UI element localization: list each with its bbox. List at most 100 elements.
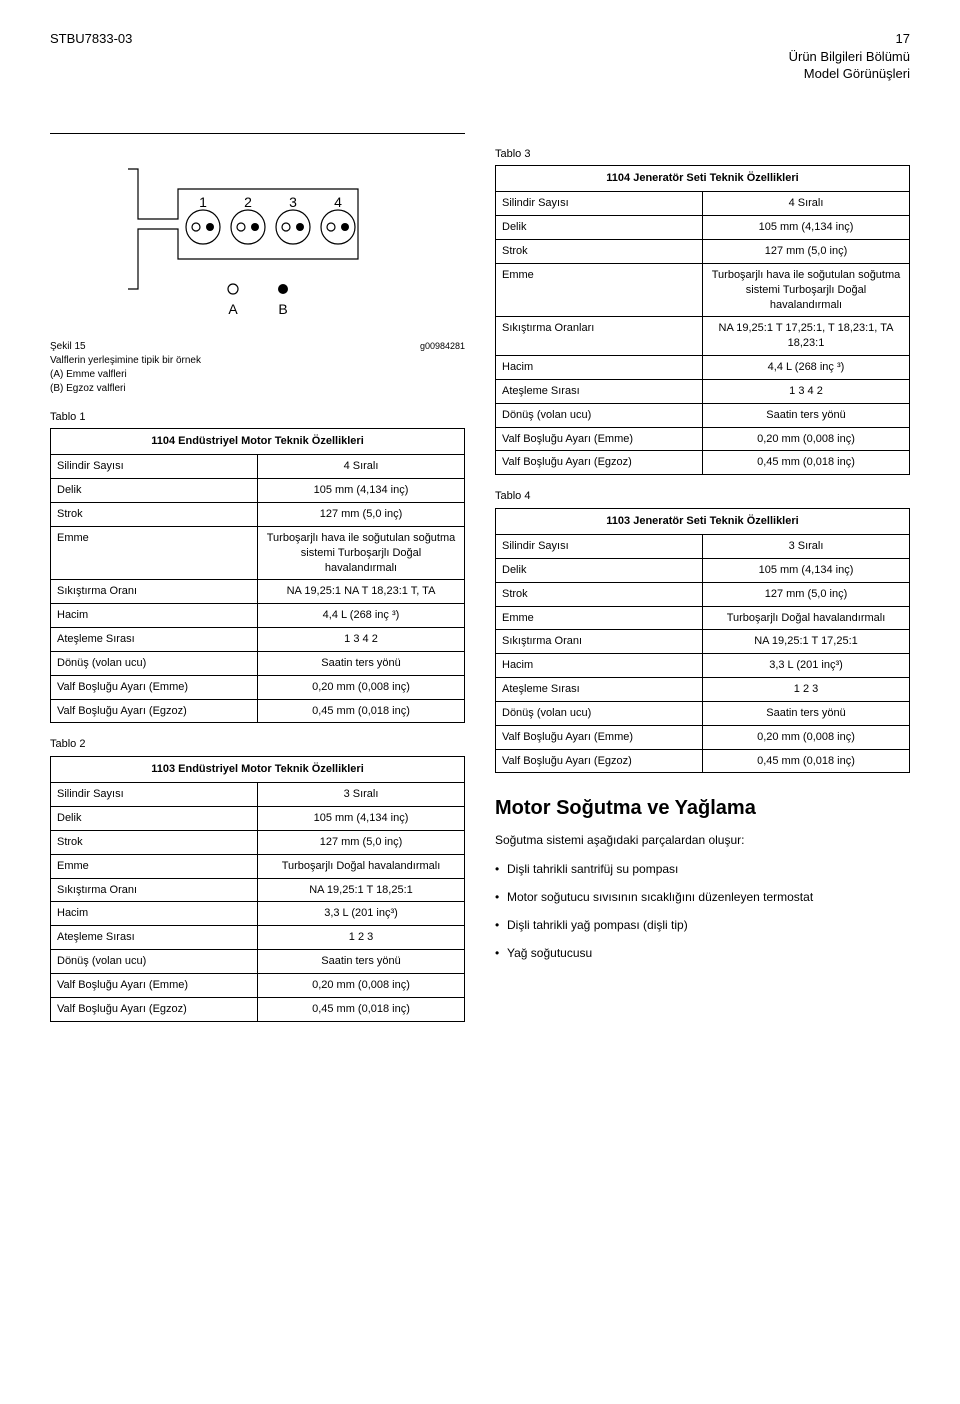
table4-label: Tablo 4 <box>495 489 910 504</box>
table-value: 3 Sıralı <box>703 534 910 558</box>
table-value: Turboşarjlı Doğal havalandırmalı <box>258 854 465 878</box>
table-key: Sıkıştırma Oranı <box>51 878 258 902</box>
header-line3: Model Görünüşleri <box>789 65 910 83</box>
table-value: 3,3 L (201 inç³) <box>258 902 465 926</box>
table-key: Valf Boşluğu Ayarı (Emme) <box>51 675 258 699</box>
table3-title: 1104 Jeneratör Seti Teknik Özellikleri <box>496 166 910 192</box>
table-value: Turboşarjlı Doğal havalandırmalı <box>703 606 910 630</box>
table-value: NA 19,25:1 T 17,25:1, T 18,23:1, TA 18,2… <box>703 317 910 356</box>
table-key: Valf Boşluğu Ayarı (Emme) <box>496 725 703 749</box>
table-key: Emme <box>496 263 703 317</box>
table1-title: 1104 Endüstriyel Motor Teknik Özellikler… <box>51 429 465 455</box>
table-value: 0,20 mm (0,008 inç) <box>258 973 465 997</box>
table-key: Valf Boşluğu Ayarı (Emme) <box>51 973 258 997</box>
section-bullets: Dişli tahrikli santrifüj su pompası Motor… <box>495 861 910 962</box>
table-value: 0,20 mm (0,008 inç) <box>258 675 465 699</box>
table-value: NA 19,25:1 T 18,25:1 <box>258 878 465 902</box>
svg-text:A: A <box>228 301 238 317</box>
list-item: Motor soğutucu sıvısının sıcaklığını düz… <box>495 889 910 905</box>
list-item: Dişli tahrikli yağ pompası (dişli tip) <box>495 917 910 933</box>
table2-label: Tablo 2 <box>50 737 465 752</box>
table1: 1104 Endüstriyel Motor Teknik Özellikler… <box>50 428 465 723</box>
table4-body: Silindir Sayısı3 SıralıDelik105 mm (4,13… <box>496 534 910 772</box>
svg-text:B: B <box>278 301 287 317</box>
table-value: 3,3 L (201 inç³) <box>703 654 910 678</box>
table-value: 1 2 3 <box>703 678 910 702</box>
left-column: 1 2 3 4 <box>50 133 465 1022</box>
table1-body: Silindir Sayısı4 SıralıDelik105 mm (4,13… <box>51 455 465 723</box>
figure-desc: Valflerin yerleşimine tipik bir örnek <box>50 354 201 368</box>
svg-text:4: 4 <box>334 194 342 210</box>
section-intro: Soğutma sistemi aşağıdaki parçalardan ol… <box>495 832 910 848</box>
table-key: Strok <box>51 830 258 854</box>
table-key: Sıkıştırma Oranları <box>496 317 703 356</box>
table-value: 0,45 mm (0,018 inç) <box>703 749 910 773</box>
page-number: 17 <box>789 30 910 48</box>
table-key: Sıkıştırma Oranı <box>51 580 258 604</box>
table4-title: 1103 Jeneratör Seti Teknik Özellikleri <box>496 509 910 535</box>
valve-diagram: 1 2 3 4 <box>50 133 465 334</box>
section-heading: Motor Soğutma ve Yağlama <box>495 795 910 822</box>
table-key: Delik <box>496 558 703 582</box>
figure-code: g00984281 <box>420 340 465 352</box>
right-column: Tablo 3 1104 Jeneratör Seti Teknik Özell… <box>495 133 910 1022</box>
table-value: 105 mm (4,134 inç) <box>703 558 910 582</box>
table-key: Ateşleme Sırası <box>496 379 703 403</box>
table-value: 0,20 mm (0,008 inç) <box>703 427 910 451</box>
table-key: Valf Boşluğu Ayarı (Egzoz) <box>496 451 703 475</box>
table-value: 3 Sıralı <box>258 783 465 807</box>
figure-label: Şekil 15 <box>50 340 201 354</box>
table-value: 127 mm (5,0 inç) <box>703 240 910 264</box>
table4: 1103 Jeneratör Seti Teknik Özellikleri S… <box>495 508 910 773</box>
table-value: 4,4 L (268 inç ³) <box>258 604 465 628</box>
table-key: Valf Boşluğu Ayarı (Emme) <box>496 427 703 451</box>
table-key: Dönüş (volan ucu) <box>496 403 703 427</box>
table-key: Silindir Sayısı <box>496 534 703 558</box>
table3-label: Tablo 3 <box>495 147 910 162</box>
table2: 1103 Endüstriyel Motor Teknik Özellikler… <box>50 756 465 1021</box>
table-key: Emme <box>51 526 258 580</box>
table-key: Emme <box>51 854 258 878</box>
table-key: Dönüş (volan ucu) <box>496 701 703 725</box>
table-value: 127 mm (5,0 inç) <box>703 582 910 606</box>
table3-body: Silindir Sayısı4 SıralıDelik105 mm (4,13… <box>496 192 910 475</box>
svg-text:1: 1 <box>199 194 207 210</box>
table-key: Valf Boşluğu Ayarı (Egzoz) <box>496 749 703 773</box>
page-header: STBU7833-03 17 Ürün Bilgileri Bölümü Mod… <box>50 30 910 83</box>
table-value: Saatin ters yönü <box>703 701 910 725</box>
table1-label: Tablo 1 <box>50 410 465 425</box>
figure-a: (A) Emme valfleri <box>50 368 201 382</box>
table-value: 4 Sıralı <box>703 192 910 216</box>
table-key: Delik <box>51 806 258 830</box>
table-value: Turboşarjlı hava ile soğutulan soğutma s… <box>703 263 910 317</box>
table-key: Strok <box>496 240 703 264</box>
table-key: Hacim <box>496 654 703 678</box>
table2-body: Silindir Sayısı3 SıralıDelik105 mm (4,13… <box>51 783 465 1021</box>
table2-title: 1103 Endüstriyel Motor Teknik Özellikler… <box>51 757 465 783</box>
table3: 1104 Jeneratör Seti Teknik Özellikleri S… <box>495 165 910 475</box>
table-value: 127 mm (5,0 inç) <box>258 830 465 854</box>
list-item: Yağ soğutucusu <box>495 945 910 961</box>
list-item: Dişli tahrikli santrifüj su pompası <box>495 861 910 877</box>
table-value: Saatin ters yönü <box>703 403 910 427</box>
table-key: Strok <box>496 582 703 606</box>
table-value: 105 mm (4,134 inç) <box>703 216 910 240</box>
table-key: Silindir Sayısı <box>51 783 258 807</box>
table-key: Silindir Sayısı <box>51 455 258 479</box>
figure-caption: Şekil 15 Valflerin yerleşimine tipik bir… <box>50 340 465 396</box>
table-key: Dönüş (volan ucu) <box>51 950 258 974</box>
header-right: 17 Ürün Bilgileri Bölümü Model Görünüşle… <box>789 30 910 83</box>
table-value: 1 3 4 2 <box>703 379 910 403</box>
table-value: Saatin ters yönü <box>258 950 465 974</box>
table-key: Hacim <box>496 356 703 380</box>
doc-id: STBU7833-03 <box>50 30 132 83</box>
table-key: Valf Boşluğu Ayarı (Egzoz) <box>51 699 258 723</box>
table-value: 0,45 mm (0,018 inç) <box>258 699 465 723</box>
table-key: Delik <box>51 479 258 503</box>
table-value: 105 mm (4,134 inç) <box>258 479 465 503</box>
table-key: Ateşleme Sırası <box>496 678 703 702</box>
figure-b: (B) Egzoz valfleri <box>50 382 201 396</box>
table-key: Dönüş (volan ucu) <box>51 651 258 675</box>
table-value: NA 19,25:1 T 17,25:1 <box>703 630 910 654</box>
table-value: 127 mm (5,0 inç) <box>258 503 465 527</box>
